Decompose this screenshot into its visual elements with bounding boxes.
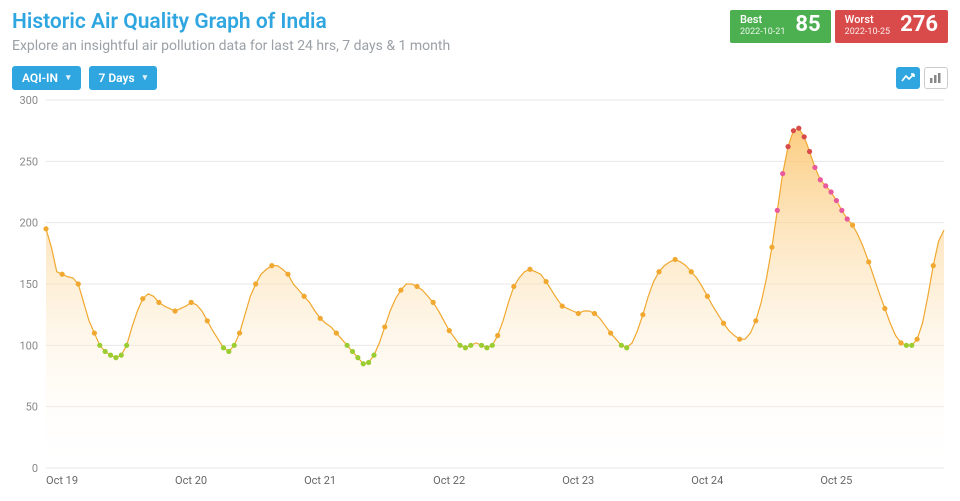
svg-text:Oct 25: Oct 25 [820, 474, 852, 487]
best-date: 2022-10-21 [740, 27, 785, 37]
svg-text:Oct 24: Oct 24 [691, 474, 723, 487]
chevron-down-icon: ▾ [143, 73, 148, 83]
svg-text:300: 300 [19, 96, 38, 107]
svg-text:250: 250 [19, 155, 38, 168]
range-dropdown[interactable]: 7 Days ▾ [89, 66, 158, 90]
svg-text:Oct 21: Oct 21 [304, 474, 336, 487]
page-title: Historic Air Quality Graph of India [12, 10, 730, 34]
worst-date: 2022-10-25 [845, 27, 890, 37]
svg-text:50: 50 [26, 401, 38, 414]
worst-value: 276 [900, 14, 938, 36]
summary-badges: Best 2022-10-21 85 Worst 2022-10-25 276 [730, 10, 948, 43]
svg-text:Oct 19: Oct 19 [46, 474, 78, 487]
metric-dropdown[interactable]: AQI-IN ▾ [12, 66, 81, 90]
svg-text:150: 150 [19, 278, 38, 291]
best-label: Best [740, 14, 785, 27]
page-subtitle: Explore an insightful air pollution data… [12, 38, 730, 54]
svg-text:Oct 20: Oct 20 [175, 474, 207, 487]
range-dropdown-label: 7 Days [99, 71, 135, 85]
svg-text:0: 0 [32, 462, 38, 475]
bar-chart-button[interactable] [924, 67, 948, 89]
chart-area: 0 50 100 150 200 250 300 Oct 19 Oct 20 Oct 21 Oct … [12, 96, 948, 491]
bar-chart-icon [929, 72, 943, 84]
metric-dropdown-label: AQI-IN [22, 71, 58, 85]
line-chart-button[interactable] [896, 67, 920, 89]
aqi-chart: 0 50 100 150 200 250 300 Oct 19 Oct 20 Oct 21 Oct … [12, 96, 948, 490]
svg-text:Oct 22: Oct 22 [433, 474, 465, 487]
best-badge: Best 2022-10-21 85 [730, 10, 831, 43]
chevron-down-icon: ▾ [66, 73, 71, 83]
svg-text:Oct 23: Oct 23 [562, 474, 594, 487]
worst-badge: Worst 2022-10-25 276 [835, 10, 948, 43]
svg-text:100: 100 [19, 339, 38, 352]
worst-label: Worst [845, 14, 890, 27]
line-chart-icon [901, 72, 915, 84]
best-value: 85 [795, 14, 820, 36]
svg-text:200: 200 [19, 217, 38, 230]
